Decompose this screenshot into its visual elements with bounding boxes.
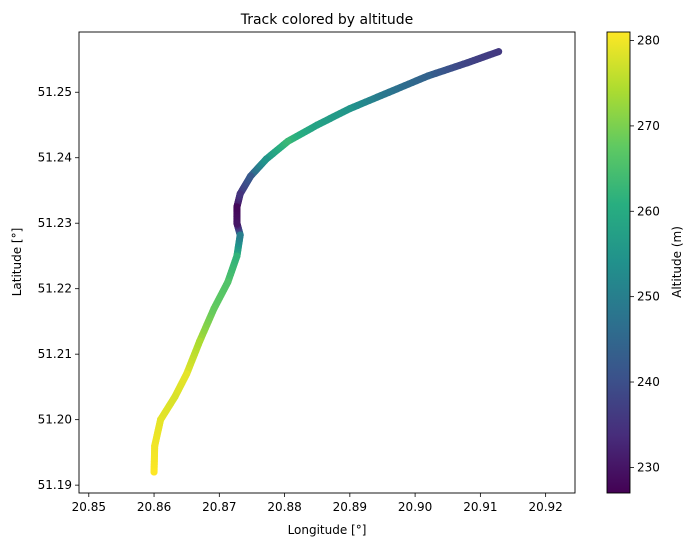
track-point	[247, 172, 255, 180]
track-point	[346, 105, 354, 113]
x-tick-label: 20.90	[398, 500, 432, 514]
x-axis-label: Longitude [°]	[288, 523, 367, 537]
track-point	[236, 190, 244, 198]
track-point	[236, 231, 244, 239]
track-point	[171, 393, 179, 401]
x-tick-label: 20.87	[202, 500, 236, 514]
track-point	[196, 337, 204, 345]
x-tick-label: 20.85	[72, 500, 106, 514]
track-point	[284, 137, 292, 145]
y-tick-label: 51.22	[38, 282, 72, 296]
x-tick-label: 20.91	[463, 500, 497, 514]
y-tick-label: 51.21	[38, 347, 72, 361]
colorbar-label: Altitude (m)	[670, 226, 684, 298]
track-layer	[150, 48, 503, 476]
colorbar-ticks: 230 240 250 260 270 280	[630, 34, 660, 474]
track-point	[151, 442, 159, 450]
track-point	[183, 370, 191, 378]
x-tick-label: 20.89	[333, 500, 367, 514]
track-point	[262, 155, 270, 163]
colorbar-tick-label: 260	[637, 204, 660, 218]
colorbar-tick-label: 280	[637, 34, 660, 48]
y-tick-label: 51.25	[38, 85, 72, 99]
y-tick-label: 51.19	[38, 478, 72, 492]
x-tick-label: 20.88	[267, 500, 301, 514]
y-tick-label: 51.24	[38, 151, 72, 165]
plot-frame	[78, 31, 576, 494]
y-tick-label: 51.20	[38, 413, 72, 427]
y-axis-label: Latitude [°]	[10, 228, 24, 297]
track-point	[463, 59, 471, 67]
colorbar-tick-label: 240	[637, 375, 660, 389]
track-point	[150, 468, 158, 476]
colorbar-tick-label: 270	[637, 119, 660, 133]
track-point	[495, 48, 503, 56]
track-point	[385, 88, 393, 96]
track-point	[233, 219, 241, 227]
track-point	[233, 203, 241, 211]
track-point	[233, 252, 241, 260]
track-point	[224, 278, 232, 286]
x-axis-ticks: 20.85 20.86 20.87 20.88 20.89 20.90 20.91 20.92	[72, 493, 563, 514]
x-tick-label: 20.86	[137, 500, 171, 514]
colorbar	[606, 31, 631, 494]
colorbar-tick-label: 230	[637, 460, 660, 474]
y-tick-label: 51.23	[38, 216, 72, 230]
x-tick-label: 20.92	[528, 500, 562, 514]
track-point	[313, 121, 321, 129]
chart-title: Track colored by altitude	[240, 12, 414, 28]
colorbar-tick-label: 250	[637, 290, 660, 304]
track-point	[424, 72, 432, 80]
y-axis-ticks: 51.19 51.20 51.21 51.22 51.23 51.24 51.25	[38, 85, 79, 492]
track-point	[210, 304, 218, 312]
track-point	[157, 416, 165, 424]
